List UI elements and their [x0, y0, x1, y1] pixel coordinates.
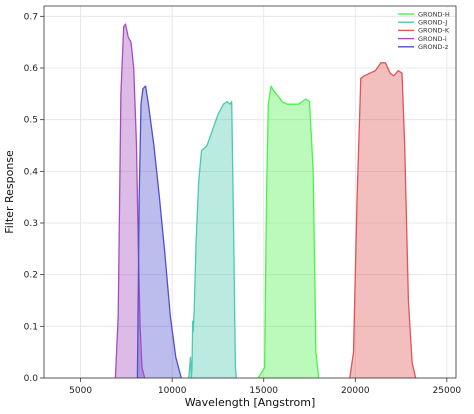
x-tick-label: 20000	[341, 386, 370, 396]
grond-z-legend-label: GROND-z	[418, 43, 449, 51]
grond-i-line	[114, 23, 146, 379]
series-lines	[114, 23, 417, 379]
y-tick-label: 0.3	[24, 219, 38, 229]
grond-j-line	[188, 100, 237, 379]
y-tick-label: 0.5	[24, 116, 38, 126]
y-tick-label: 0.7	[24, 12, 38, 22]
y-tick-label: 0.4	[24, 167, 39, 177]
x-ticks: 5000 10000 15000 20000 25000	[69, 378, 461, 396]
grond-i-legend-label: GROND-i	[418, 35, 447, 43]
grond-h-line	[257, 85, 320, 379]
x-tick-label: 25000	[433, 386, 462, 396]
grond-h-legend-label: GROND-H	[418, 10, 450, 18]
x-tick-label: 5000	[69, 386, 92, 396]
grond-j-area	[188, 101, 237, 378]
grond-i-area	[115, 24, 145, 378]
series-fills	[115, 24, 416, 379]
grond-k-legend-label: GROND-K	[418, 27, 450, 35]
x-axis-label: Wavelength [Angstrom]	[185, 396, 316, 409]
x-tick-label: 10000	[158, 386, 187, 396]
grond-z-area	[137, 86, 182, 378]
grond-h-area	[258, 86, 319, 378]
grond-k-line	[349, 62, 417, 379]
grond-z-line	[136, 85, 182, 379]
grid	[44, 6, 456, 379]
y-tick-label: 0.0	[24, 374, 39, 384]
grond-j-legend-label: GROND-J	[418, 19, 447, 27]
y-ticks: 0.0 0.1 0.2 0.3 0.4 0.5 0.6 0.7	[24, 12, 44, 384]
plot-frame	[43, 5, 457, 379]
y-tick-label: 0.6	[24, 64, 39, 74]
y-tick-label: 0.2	[24, 271, 38, 281]
y-tick-label: 0.1	[24, 322, 38, 332]
x-tick-label: 15000	[249, 386, 278, 396]
grond-k-area	[349, 62, 416, 379]
y-axis-label: Filter Response	[3, 150, 16, 234]
